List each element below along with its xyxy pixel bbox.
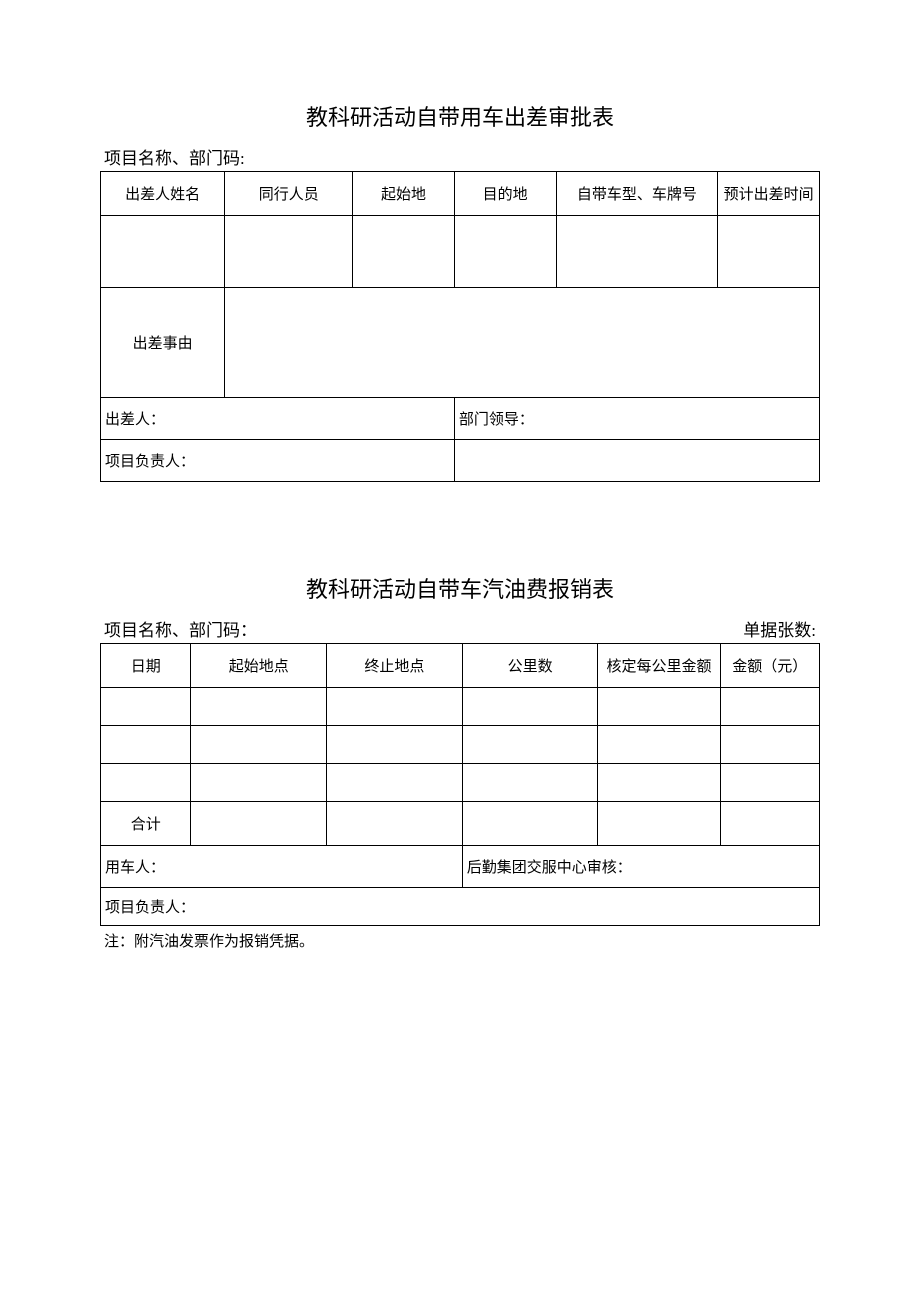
cell-total-end[interactable]: [327, 802, 463, 846]
cell-km-1[interactable]: [462, 688, 598, 726]
cell-amount-1[interactable]: [720, 688, 820, 726]
cell-total-km[interactable]: [462, 802, 598, 846]
reimbursement-sig-row-2: 项目负责人：: [101, 888, 820, 926]
approval-form-section: 教科研活动自带用车出差审批表 项目名称、部门码: 出差人姓名 同行人员 起始地 …: [100, 100, 820, 482]
approval-reason-row: 出差事由: [101, 288, 820, 398]
cell-total-start[interactable]: [191, 802, 327, 846]
col-origin: 起始地: [353, 172, 455, 216]
col-companions: 同行人员: [225, 172, 353, 216]
cell-destination[interactable]: [454, 216, 556, 288]
cell-date-1[interactable]: [101, 688, 191, 726]
sig-project-leader-2[interactable]: 项目负责人：: [101, 888, 820, 926]
col-estimated-time: 预计出差时间: [718, 172, 820, 216]
approval-form-title: 教科研活动自带用车出差审批表: [100, 100, 820, 132]
reimbursement-note: 注：附汽油发票作为报销凭据。: [100, 930, 820, 951]
sig-empty-1[interactable]: [454, 440, 819, 482]
reimbursement-sub-header: 项目名称、部门码： 单据张数:: [100, 616, 820, 641]
sig-user[interactable]: 用车人：: [101, 846, 463, 888]
cell-companions[interactable]: [225, 216, 353, 288]
col-per-km-amount: 核定每公里金额: [598, 644, 720, 688]
col-end-location: 终止地点: [327, 644, 463, 688]
reimbursement-row-1: [101, 688, 820, 726]
cell-end-2[interactable]: [327, 726, 463, 764]
cell-date-3[interactable]: [101, 764, 191, 802]
cell-car-info[interactable]: [556, 216, 718, 288]
reimbursement-form-section: 教科研活动自带车汽油费报销表 项目名称、部门码： 单据张数: 日期 起始地点 终…: [100, 572, 820, 951]
cell-amount-2[interactable]: [720, 726, 820, 764]
sig-traveler[interactable]: 出差人：: [101, 398, 455, 440]
reimbursement-project-label: 项目名称、部门码：: [104, 616, 257, 641]
reimbursement-row-2: [101, 726, 820, 764]
cell-traveler-name[interactable]: [101, 216, 225, 288]
sig-logistics[interactable]: 后勤集团交服中心审核：: [462, 846, 819, 888]
approval-project-label: 项目名称、部门码:: [104, 144, 245, 169]
cell-perkm-3[interactable]: [598, 764, 720, 802]
col-car-info: 自带车型、车牌号: [556, 172, 718, 216]
cell-perkm-2[interactable]: [598, 726, 720, 764]
cell-start-2[interactable]: [191, 726, 327, 764]
col-destination: 目的地: [454, 172, 556, 216]
reason-label: 出差事由: [101, 288, 225, 398]
col-kilometers: 公里数: [462, 644, 598, 688]
reimbursement-receipt-count-label: 单据张数:: [743, 616, 816, 641]
reimbursement-row-3: [101, 764, 820, 802]
cell-date-2[interactable]: [101, 726, 191, 764]
cell-total-amount[interactable]: [720, 802, 820, 846]
reimbursement-table: 日期 起始地点 终止地点 公里数 核定每公里金额 金额（元）: [100, 643, 820, 926]
cell-km-2[interactable]: [462, 726, 598, 764]
approval-sig-row-2: 项目负责人：: [101, 440, 820, 482]
reimbursement-header-row: 日期 起始地点 终止地点 公里数 核定每公里金额 金额（元）: [101, 644, 820, 688]
approval-header-row: 出差人姓名 同行人员 起始地 目的地 自带车型、车牌号 预计出差时间: [101, 172, 820, 216]
cell-origin[interactable]: [353, 216, 455, 288]
approval-sub-header: 项目名称、部门码:: [100, 144, 820, 169]
cell-reason[interactable]: [225, 288, 820, 398]
reimbursement-form-title: 教科研活动自带车汽油费报销表: [100, 572, 820, 604]
approval-data-row: [101, 216, 820, 288]
reimbursement-total-row: 合计: [101, 802, 820, 846]
cell-start-3[interactable]: [191, 764, 327, 802]
sig-project-leader-1[interactable]: 项目负责人：: [101, 440, 455, 482]
cell-estimated-time[interactable]: [718, 216, 820, 288]
sig-dept-leader[interactable]: 部门领导：: [454, 398, 819, 440]
total-label: 合计: [101, 802, 191, 846]
cell-total-perkm[interactable]: [598, 802, 720, 846]
cell-km-3[interactable]: [462, 764, 598, 802]
col-start-location: 起始地点: [191, 644, 327, 688]
cell-perkm-1[interactable]: [598, 688, 720, 726]
cell-end-3[interactable]: [327, 764, 463, 802]
col-traveler-name: 出差人姓名: [101, 172, 225, 216]
cell-end-1[interactable]: [327, 688, 463, 726]
col-date: 日期: [101, 644, 191, 688]
approval-table: 出差人姓名 同行人员 起始地 目的地 自带车型、车牌号 预计出差时间 出差事由 …: [100, 171, 820, 482]
cell-amount-3[interactable]: [720, 764, 820, 802]
col-amount: 金额（元）: [720, 644, 820, 688]
cell-start-1[interactable]: [191, 688, 327, 726]
approval-sig-row-1: 出差人： 部门领导：: [101, 398, 820, 440]
reimbursement-sig-row-1: 用车人： 后勤集团交服中心审核：: [101, 846, 820, 888]
